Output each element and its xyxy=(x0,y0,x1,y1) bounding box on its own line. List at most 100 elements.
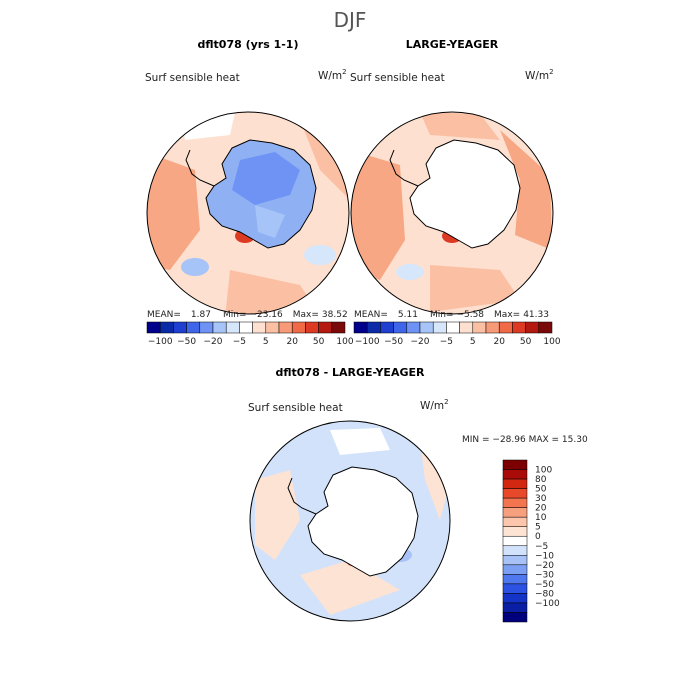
colorbar-tick-label: −100 xyxy=(535,599,560,609)
colorbar-tick-label: 5 xyxy=(263,337,269,347)
colorbar-tick-label: −5 xyxy=(233,337,246,347)
field-patch xyxy=(147,150,200,270)
colorbar-swatch xyxy=(393,321,408,334)
panel-title-obs: LARGE-YEAGER xyxy=(406,38,499,51)
colorbar-swatch xyxy=(485,321,500,334)
colorbar-swatch xyxy=(459,321,474,334)
colorbar-swatch xyxy=(331,321,346,334)
map-border-diff xyxy=(249,420,451,622)
field-patch xyxy=(300,120,349,200)
colorbar-swatch xyxy=(502,564,528,575)
colorbar-swatch xyxy=(366,321,381,334)
field-patch xyxy=(330,428,390,455)
colorbar-tick-label: −80 xyxy=(535,589,554,599)
colorbar-swatch xyxy=(502,555,528,566)
colorbar-tick-label: 30 xyxy=(535,494,547,504)
units-label-diff: W/m2 xyxy=(420,398,449,412)
colorbar-swatch xyxy=(239,321,253,334)
colorbar-tick-label: 50 xyxy=(520,337,532,347)
field-patch xyxy=(500,130,552,250)
field-patch xyxy=(420,112,500,140)
colorbar-tick-label: −20 xyxy=(411,337,430,347)
colorbar-tick-label: −50 xyxy=(384,337,403,347)
colorbar-tick-label: −50 xyxy=(177,337,196,347)
map-border-model xyxy=(146,111,350,315)
colorbar-swatch xyxy=(406,321,421,334)
colorbar-swatch xyxy=(173,321,187,334)
panel-title-diff: dflt078 - LARGE-YEAGER xyxy=(276,366,425,379)
panel-model: dflt078 (yrs 1-1) Surf sensible heat W/m… xyxy=(145,38,354,347)
colorbar-swatch xyxy=(472,321,487,334)
colorbar-tick-label: −30 xyxy=(535,570,554,580)
colorbar-tick-label: −10 xyxy=(535,551,554,561)
panel-diff: dflt078 - LARGE-YEAGER Surf sensible hea… xyxy=(248,366,588,623)
colorbar-swatch xyxy=(432,321,447,334)
colorbar-swatch xyxy=(252,321,267,334)
map-obs xyxy=(351,112,553,314)
colorbar-swatch xyxy=(353,321,368,334)
colorbar-swatch xyxy=(502,583,528,594)
colorbar-tick-label: 0 xyxy=(535,532,541,542)
colorbar-obs: −100 −50 −20 −5 5 20 50 100 xyxy=(353,321,561,347)
colorbar-swatch xyxy=(380,321,394,334)
colorbar-model: −100 −50 −20 −5 5 20 50 100 xyxy=(146,321,354,347)
field-patch xyxy=(300,560,400,615)
map-border-obs xyxy=(350,111,554,315)
colorbar-swatch xyxy=(525,321,540,334)
colorbar-swatch xyxy=(446,321,460,334)
colorbar-swatch xyxy=(278,321,293,334)
colorbar-tick-label: −5 xyxy=(440,337,453,347)
colorbar-tick-label: 20 xyxy=(535,504,547,514)
field-patch xyxy=(420,440,448,520)
colorbar-tick-label: 100 xyxy=(543,337,560,347)
colorbar-swatch xyxy=(502,516,528,527)
colorbar-tick-label: −20 xyxy=(204,337,223,347)
colorbar-swatch xyxy=(502,507,528,518)
stats-model: MEAN= 1.87 Min= −23.16 Max= 38.52 xyxy=(147,310,348,320)
colorbar-tick-label: 50 xyxy=(313,337,325,347)
colorbar-swatch xyxy=(291,321,306,334)
field-patch xyxy=(181,258,209,276)
colorbar-tick-label: 20 xyxy=(493,337,505,347)
colorbar-swatch xyxy=(212,321,227,334)
map-diff xyxy=(250,421,450,621)
colorbar-tick-label: 50 xyxy=(535,485,547,495)
stats-obs: MEAN= 5.11 Min= −5.58 Max= 41.33 xyxy=(354,310,549,320)
field-patch xyxy=(430,265,520,312)
colorbar-swatch xyxy=(419,321,434,334)
colorbar-swatch xyxy=(502,526,528,537)
stats-diff: MIN = −28.96 MAX = 15.30 xyxy=(462,435,588,445)
colorbar-swatch xyxy=(265,321,280,334)
peninsula-diff xyxy=(287,477,317,515)
colorbar-swatch xyxy=(498,321,513,334)
colorbar-tick-label: 5 xyxy=(535,523,541,533)
colorbar-swatch xyxy=(502,488,528,499)
units-label-model: W/m2 xyxy=(318,68,347,82)
colorbar-swatch xyxy=(502,497,528,508)
units-label-obs: W/m2 xyxy=(525,68,554,82)
colorbar-swatch xyxy=(159,321,174,334)
peninsula-model xyxy=(185,149,215,187)
colorbar-tick-label: 80 xyxy=(535,475,547,485)
colorbar-tick-label: 5 xyxy=(470,337,476,347)
colorbar-tick-label: −20 xyxy=(535,561,554,571)
colorbar-swatch xyxy=(502,545,528,556)
field-label-diff: Surf sensible heat xyxy=(248,402,343,414)
super-title: DJF xyxy=(334,8,367,32)
colorbar-swatch xyxy=(502,469,528,480)
colorbar-tick-label: −50 xyxy=(535,580,554,590)
colorbar-swatch xyxy=(186,321,201,334)
colorbar-tick-label: −5 xyxy=(535,542,548,552)
colorbar-swatch xyxy=(225,321,240,334)
field-patch xyxy=(351,150,405,280)
colorbar-swatch xyxy=(502,612,528,623)
colorbar-swatch xyxy=(146,321,161,334)
colorbar-swatch xyxy=(538,321,553,334)
colorbar-swatch xyxy=(318,321,333,334)
panel-obs: LARGE-YEAGER Surf sensible heat W/m2 MEA… xyxy=(350,38,561,347)
peninsula-obs xyxy=(389,149,419,187)
colorbar-swatch xyxy=(502,535,528,547)
field-patch xyxy=(232,152,300,205)
colorbar-swatch xyxy=(502,602,528,613)
